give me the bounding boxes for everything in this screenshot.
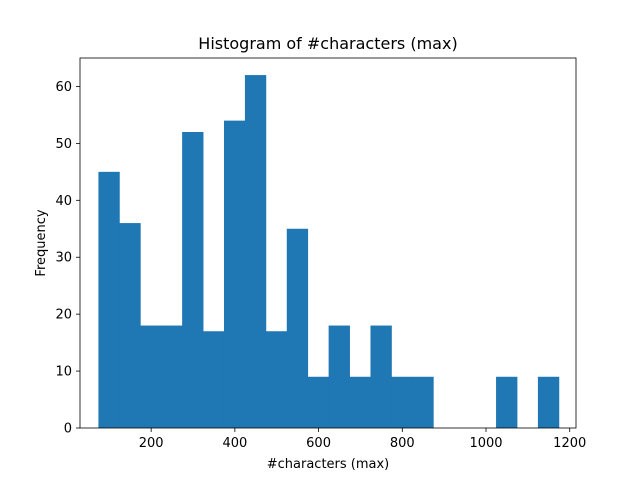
histogram-bar <box>98 171 120 428</box>
y-tick-label: 40 <box>55 194 72 209</box>
x-tick-label: 200 <box>139 436 164 451</box>
histogram-bar <box>412 376 434 428</box>
histogram-bar <box>182 132 204 428</box>
histogram-bar <box>265 331 288 428</box>
y-tick-label: 60 <box>55 80 72 95</box>
histogram-bar <box>203 331 225 428</box>
histogram-bar <box>223 120 246 428</box>
histogram-bar <box>244 75 267 429</box>
histogram-bar <box>370 325 392 428</box>
y-tick-label: 30 <box>55 251 72 266</box>
y-axis-ticks: 0 10 20 30 40 50 60 <box>55 80 80 437</box>
histogram-bar <box>328 325 350 428</box>
x-tick-label: 800 <box>390 436 415 451</box>
y-tick-label: 50 <box>55 137 72 152</box>
bars-group <box>98 75 560 429</box>
histogram-bar <box>161 325 183 428</box>
histogram-bar <box>119 223 141 428</box>
y-tick-label: 0 <box>64 422 72 437</box>
histogram-bar <box>286 228 309 428</box>
histogram-bar <box>496 376 518 428</box>
x-axis-ticks: 200 400 600 800 1000 1200 <box>139 428 586 451</box>
histogram-bar <box>391 376 413 428</box>
histogram-bar <box>349 376 371 428</box>
x-axis-label: #characters (max) <box>267 457 390 472</box>
histogram-bar <box>537 376 560 428</box>
x-tick-label: 1200 <box>553 436 586 451</box>
y-tick-label: 10 <box>55 365 72 380</box>
x-tick-label: 600 <box>306 436 331 451</box>
histogram-bar <box>307 376 330 428</box>
x-tick-label: 400 <box>222 436 247 451</box>
chart-title: Histogram of #characters (max) <box>198 34 457 53</box>
x-tick-label: 1000 <box>469 436 502 451</box>
plot-frame <box>79 57 577 429</box>
y-axis-label: Frequency <box>34 209 49 276</box>
y-tick-label: 20 <box>55 308 72 323</box>
histogram-bar <box>140 325 162 428</box>
